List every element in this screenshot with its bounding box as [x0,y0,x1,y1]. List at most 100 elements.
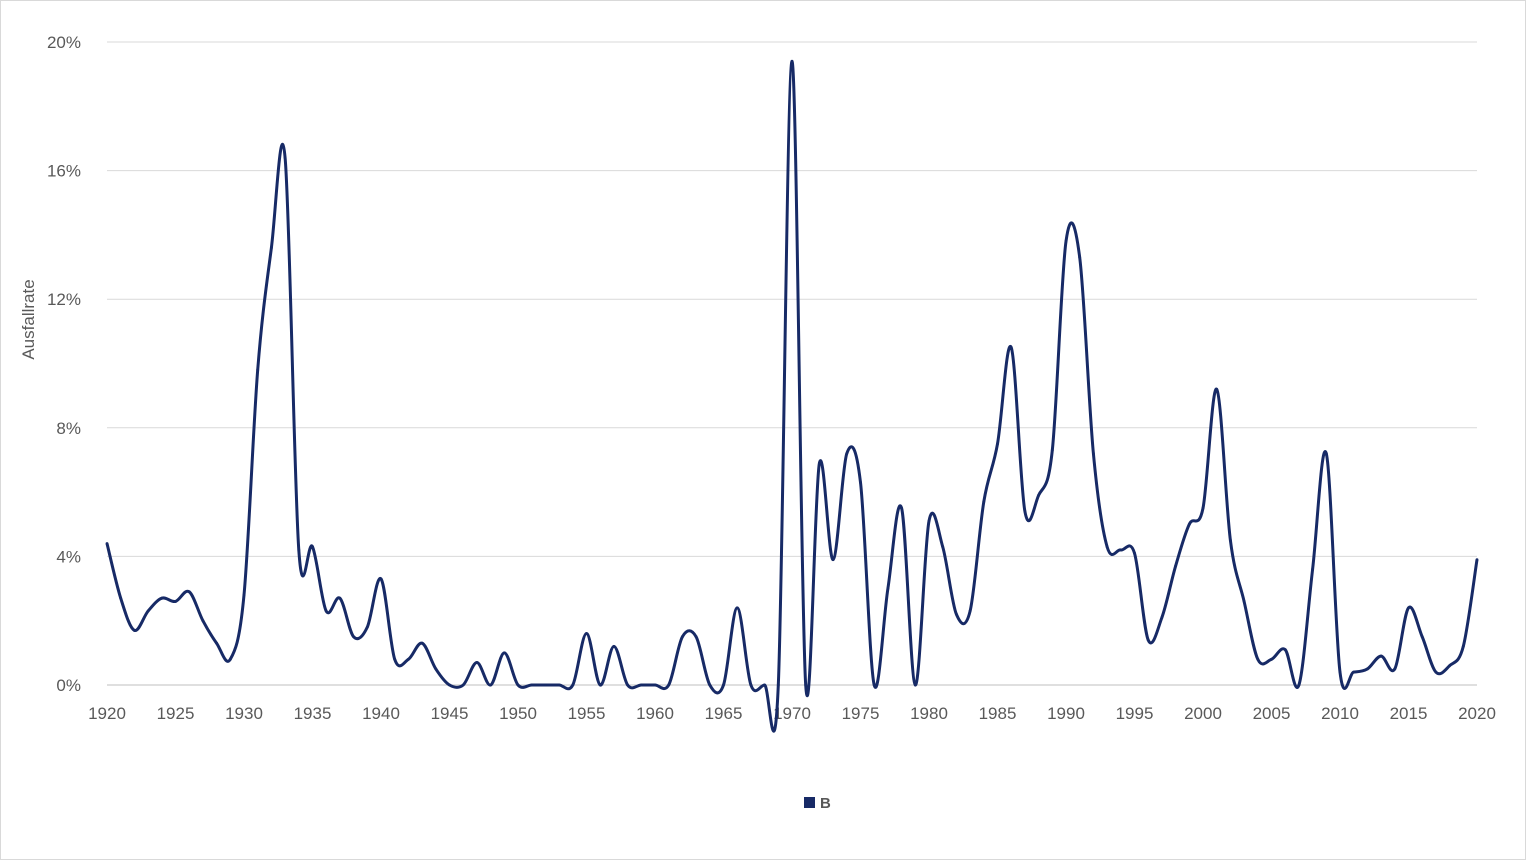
data-point-2011[interactable] [1352,670,1356,674]
legend[interactable]: B [804,795,831,812]
data-point-1946[interactable] [461,683,465,687]
data-point-2002[interactable] [1229,538,1232,542]
data-point-1948[interactable] [489,683,492,687]
data-point-1967[interactable] [749,683,753,687]
data-point-2003[interactable] [1242,600,1246,603]
data-point-1925[interactable] [174,600,177,603]
data-point-2001[interactable] [1215,387,1219,391]
data-point-2015[interactable] [1407,606,1410,610]
data-point-1944[interactable] [434,667,438,671]
data-point-1924[interactable] [160,596,164,600]
data-point-1941[interactable] [393,657,397,661]
data-point-1976[interactable] [872,683,876,687]
data-point-1938[interactable] [352,635,355,639]
data-point-1975[interactable] [859,481,862,484]
data-point-1956[interactable] [598,683,602,687]
data-point-1972[interactable] [818,461,821,465]
data-point-1992[interactable] [1092,452,1095,455]
data-point-1928[interactable] [215,641,219,645]
data-point-1983[interactable] [968,609,972,613]
data-point-1968[interactable] [763,683,766,687]
data-point-2006[interactable] [1283,648,1287,652]
data-point-2009[interactable] [1324,452,1328,455]
data-point-2013[interactable] [1379,654,1383,658]
data-point-1921[interactable] [119,596,123,600]
data-point-1978[interactable] [900,506,903,510]
data-point-1965[interactable] [722,683,725,687]
data-point-1950[interactable] [516,683,520,687]
data-point-1970[interactable] [790,59,794,63]
data-point-1953[interactable] [557,683,561,687]
data-point-2020[interactable] [1475,558,1479,562]
data-point-1932[interactable] [270,246,273,250]
data-point-1958[interactable] [626,683,629,687]
data-point-1949[interactable] [502,651,506,655]
data-point-1930[interactable] [242,593,246,597]
data-point-2000[interactable] [1201,506,1205,510]
data-point-1966[interactable] [735,606,739,610]
data-point-1954[interactable] [571,683,575,687]
data-point-1995[interactable] [1133,551,1136,555]
data-point-1939[interactable] [365,625,369,629]
data-point-1923[interactable] [146,609,150,613]
data-point-2008[interactable] [1311,567,1314,571]
data-point-1985[interactable] [996,442,999,446]
data-point-1931[interactable] [256,368,260,372]
data-point-1971[interactable] [804,683,808,687]
data-point-2018[interactable] [1448,664,1451,668]
data-point-1933[interactable] [283,156,287,160]
data-point-1969[interactable] [776,683,780,687]
data-point-1984[interactable] [982,500,986,504]
data-point-1974[interactable] [845,452,849,455]
data-point-2010[interactable] [1338,670,1342,674]
data-point-1979[interactable] [913,683,917,687]
data-point-2016[interactable] [1420,635,1424,639]
data-point-2004[interactable] [1256,657,1260,661]
data-point-2017[interactable] [1434,670,1438,674]
data-point-1929[interactable] [228,657,232,661]
data-point-1920[interactable] [105,542,109,545]
data-point-1940[interactable] [379,577,383,581]
data-point-1987[interactable] [1023,509,1027,513]
data-point-1980[interactable] [927,519,931,523]
data-point-1952[interactable] [544,683,547,687]
data-point-1936[interactable] [324,609,328,613]
data-point-1999[interactable] [1187,522,1191,526]
data-point-1991[interactable] [1078,256,1082,259]
data-point-2005[interactable] [1270,657,1273,661]
data-point-1997[interactable] [1160,616,1164,619]
data-point-1981[interactable] [941,545,945,549]
data-point-1943[interactable] [420,641,424,645]
data-point-1957[interactable] [612,645,616,648]
data-point-1963[interactable] [694,635,698,639]
data-point-1945[interactable] [448,683,451,687]
data-point-1986[interactable] [1009,346,1013,349]
data-point-1990[interactable] [1064,239,1068,243]
data-point-2019[interactable] [1461,645,1465,648]
data-point-1961[interactable] [667,683,671,687]
data-point-1959[interactable] [639,683,643,687]
data-point-2007[interactable] [1297,683,1301,687]
data-point-1964[interactable] [708,683,712,687]
data-point-1955[interactable] [585,632,588,635]
data-point-1977[interactable] [886,587,890,590]
data-point-2012[interactable] [1366,667,1369,671]
data-point-1993[interactable] [1105,545,1109,549]
data-point-1937[interactable] [338,596,342,600]
data-point-1942[interactable] [407,657,410,661]
data-point-1989[interactable] [1050,448,1054,452]
data-point-1951[interactable] [530,683,534,687]
data-point-2014[interactable] [1393,667,1397,671]
data-point-1922[interactable] [133,628,136,632]
data-point-1934[interactable] [297,548,301,552]
data-point-1973[interactable] [831,558,835,562]
data-point-1994[interactable] [1119,548,1123,552]
data-point-1927[interactable] [201,619,205,623]
data-point-1996[interactable] [1146,638,1150,642]
data-point-1935[interactable] [311,545,314,549]
data-point-1962[interactable] [681,635,684,639]
data-point-1988[interactable] [1037,493,1040,497]
data-point-1960[interactable] [653,683,657,687]
data-point-1926[interactable] [187,590,191,594]
data-point-1998[interactable] [1174,564,1177,568]
